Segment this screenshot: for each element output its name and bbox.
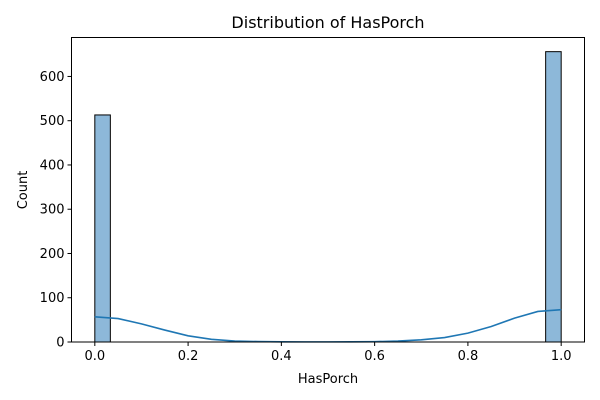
x-axis: 0.0 0.2 0.4 0.6 0.8 1.0 <box>84 342 572 364</box>
x-tick-label: 0.0 <box>84 349 105 364</box>
x-tick-label: 0.6 <box>364 349 385 364</box>
y-tick-label: 600 <box>40 70 65 85</box>
x-tick-label: 0.4 <box>271 349 292 364</box>
y-tick-label: 400 <box>40 158 65 173</box>
y-tick-label: 300 <box>40 203 65 218</box>
y-tick-label: 0 <box>56 336 64 351</box>
histogram-bar-0 <box>94 114 111 343</box>
y-tick-label: 200 <box>40 247 65 262</box>
plot-area <box>94 51 562 343</box>
kde-line <box>94 308 562 343</box>
y-axis-label: Count <box>16 171 31 210</box>
x-tick-label: 0.8 <box>458 349 479 364</box>
histogram-bar-1 <box>545 51 562 343</box>
chart-title: Distribution of HasPorch <box>231 13 424 32</box>
plot-frame <box>71 37 585 343</box>
y-tick-label: 100 <box>40 291 65 306</box>
y-tick-label: 500 <box>40 114 65 129</box>
x-axis-label: HasPorch <box>298 372 358 387</box>
y-axis: 0 100 200 300 400 500 600 <box>40 70 72 351</box>
x-tick-label: 0.2 <box>178 349 199 364</box>
x-tick-label: 1.0 <box>551 349 572 364</box>
